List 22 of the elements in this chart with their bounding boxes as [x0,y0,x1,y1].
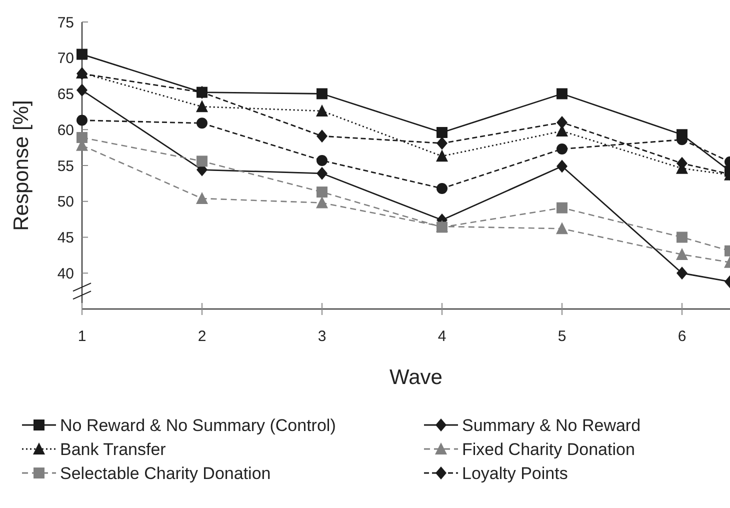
x-tick-label: 6 [678,328,686,345]
legend-label: Summary & No Reward [462,416,641,435]
y-tick-label: 50 [57,194,74,211]
legend-label: Fixed Charity Donation [462,440,635,459]
x-tick-label: 3 [318,328,326,345]
x-tick-label: 4 [438,328,446,345]
x-tick-label: 5 [558,328,566,345]
y-tick-label: 70 [57,50,74,68]
legend-label: Selectable Charity Donation [60,464,271,483]
legend-label: Bank Transfer [60,440,166,459]
y-tick-label: 45 [57,230,74,246]
x-axis-title: Wave [390,366,442,389]
y-axis-title: Response [%] [10,100,33,231]
y-tick-label: 60 [57,122,74,139]
legend-label: No Reward & No Summary (Control) [60,416,336,435]
x-tick-label: 1 [78,328,86,345]
legend-label: Loyalty Points [462,464,568,483]
y-tick-label: 40 [57,265,74,282]
y-tick-label: 75 [57,14,74,32]
x-tick-label: 2 [198,328,206,345]
y-tick-label: 55 [57,158,74,175]
y-tick-label: 65 [57,86,74,103]
